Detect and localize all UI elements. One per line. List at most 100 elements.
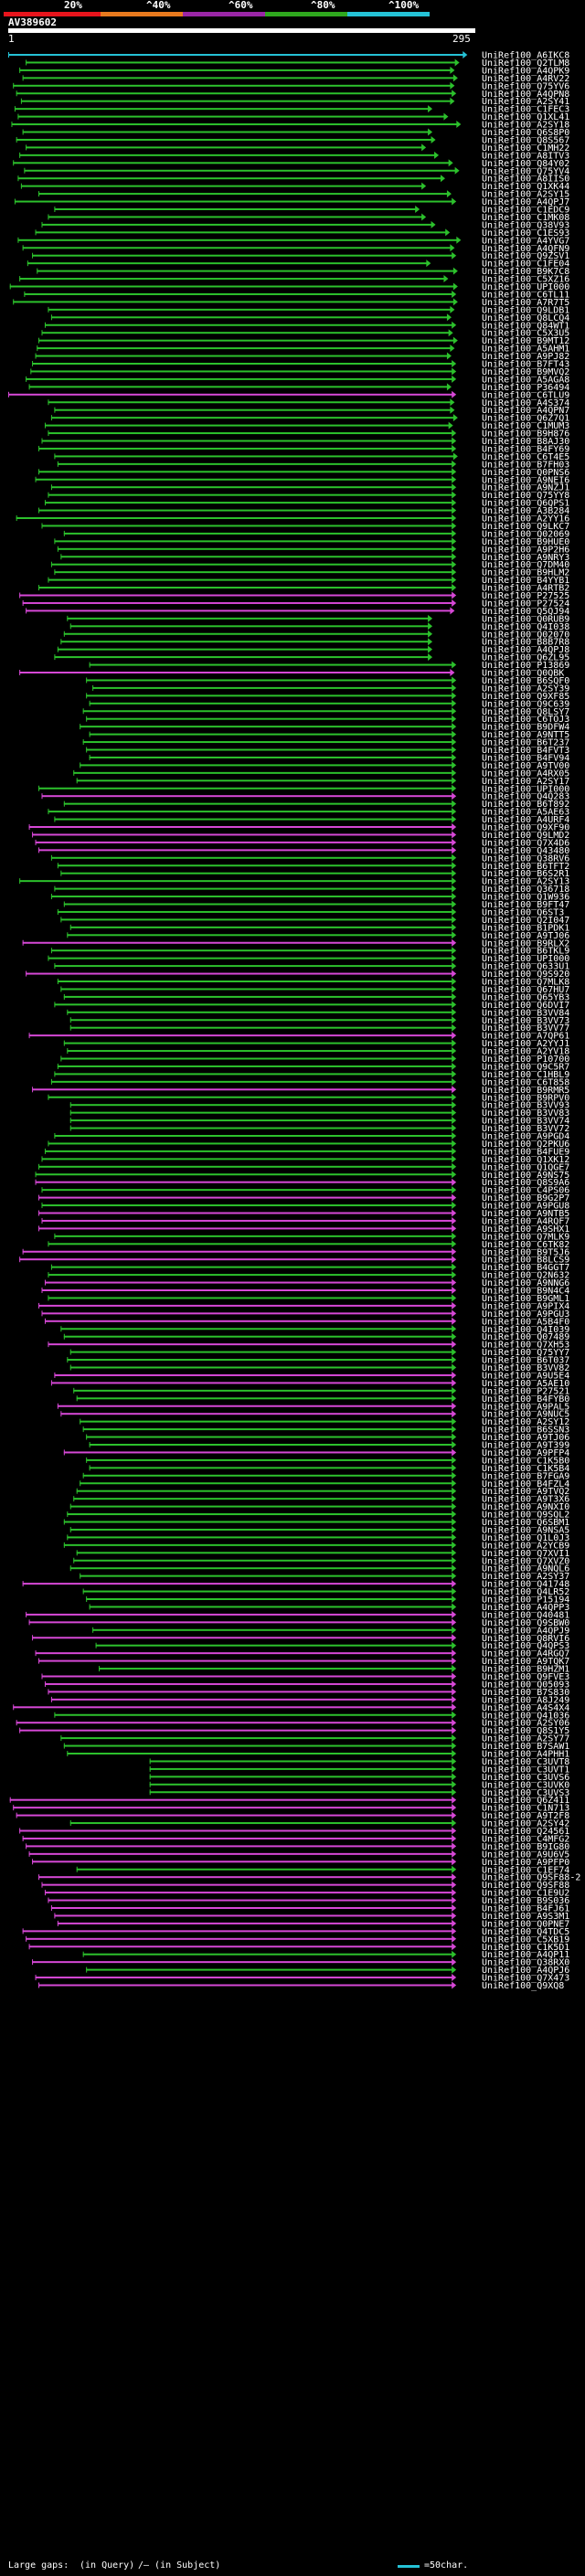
hit-bar[interactable] — [41, 1189, 453, 1192]
hit-label[interactable]: UniRef100_A2SY17 — [482, 777, 569, 787]
hit-label[interactable]: UniRef100_C6TL11 — [482, 290, 569, 300]
hit-bar[interactable] — [11, 123, 458, 126]
hit-label[interactable]: UniRef100_B4YYB1 — [482, 576, 569, 586]
hit-label[interactable]: UniRef100_Q6DVI7 — [482, 1001, 569, 1011]
hit-row[interactable]: UniRef100_A9NTT5 — [89, 730, 570, 740]
hit-bar[interactable] — [38, 447, 453, 450]
hit-label[interactable]: UniRef100_Q7MLK8 — [482, 978, 569, 988]
hit-row[interactable]: UniRef100_C6TL11 — [24, 290, 569, 300]
hit-label[interactable]: UniRef100_Q65YB3 — [482, 992, 569, 1002]
hit-bar[interactable] — [92, 686, 453, 689]
hit-label[interactable]: UniRef100_C3UVT8 — [482, 1757, 569, 1767]
hit-row[interactable]: UniRef100_Q84WT1 — [44, 321, 569, 331]
hit-bar[interactable] — [63, 1042, 453, 1044]
hit-label[interactable]: UniRef100_A4QP11 — [482, 1950, 569, 1960]
hit-row[interactable]: UniRef100_Q1XK44 — [20, 182, 569, 192]
hit-bar[interactable] — [69, 1111, 453, 1114]
hit-label[interactable]: UniRef100_A9TQK7 — [482, 1657, 569, 1667]
hit-row[interactable]: UniRef100_C1EF74 — [76, 1865, 570, 1875]
hit-row[interactable]: UniRef100_Q6Z411 — [9, 1796, 570, 1806]
hit-label[interactable]: UniRef100_C3UVS6 — [482, 1773, 569, 1783]
hit-row[interactable]: UniRef100_A5AE10 — [50, 1379, 569, 1389]
hit-bar[interactable] — [22, 247, 452, 249]
hit-bar[interactable] — [48, 578, 453, 581]
hit-row[interactable]: UniRef100_A9NQL6 — [69, 1564, 570, 1574]
hit-bar[interactable] — [69, 1127, 453, 1129]
hit-bar[interactable] — [26, 61, 456, 64]
hit-row[interactable]: UniRef100_A9NZJ1 — [50, 483, 569, 493]
hit-label[interactable]: UniRef100_Q9LKC7 — [482, 522, 569, 532]
hit-label[interactable]: UniRef100_A2YY16 — [482, 514, 569, 525]
hit-bar[interactable] — [99, 1668, 453, 1670]
hit-row[interactable]: UniRef100_UPI000 — [9, 282, 570, 292]
hit-bar[interactable] — [73, 1498, 453, 1500]
hit-row[interactable]: UniRef100_A2SY17 — [76, 777, 570, 787]
hit-row[interactable]: UniRef100_Q43480 — [38, 846, 569, 856]
hit-label[interactable]: UniRef100_Q9LDB1 — [482, 305, 569, 315]
hit-row[interactable]: UniRef100_B7FT43 — [32, 360, 569, 370]
hit-row[interactable]: UniRef100_A5AE63 — [48, 808, 569, 818]
hit-bar[interactable] — [14, 200, 453, 203]
hit-label[interactable]: UniRef100_Q84WT1 — [482, 321, 569, 331]
hit-label[interactable]: UniRef100_Q41036 — [482, 1711, 569, 1721]
hit-label[interactable]: UniRef100_A9NS75 — [482, 1171, 569, 1181]
hit-row[interactable]: UniRef100_A2SY06 — [16, 1719, 570, 1729]
hit-bar[interactable] — [69, 1822, 453, 1825]
hit-bar[interactable] — [48, 811, 453, 813]
hit-bar[interactable] — [22, 1250, 453, 1253]
hit-row[interactable]: UniRef100_B6TKL9 — [50, 947, 569, 957]
hit-bar[interactable] — [22, 1930, 453, 1933]
hit-label[interactable]: UniRef100_C6T4E5 — [482, 452, 569, 462]
hit-label[interactable]: UniRef100_Q1XL41 — [482, 112, 569, 122]
hit-row[interactable]: UniRef100_C6TK82 — [48, 1240, 569, 1250]
hit-label[interactable]: UniRef100_A9P2H6 — [482, 545, 569, 555]
hit-row[interactable]: UniRef100_B9RPV0 — [48, 1093, 569, 1103]
hit-label[interactable]: UniRef100_A7R7T5 — [482, 298, 569, 308]
hit-row[interactable]: UniRef100_Q40481 — [26, 1610, 569, 1620]
hit-row[interactable]: UniRef100_A6IKC8 — [8, 51, 569, 61]
hit-bar[interactable] — [38, 1196, 453, 1199]
hit-bar[interactable] — [41, 223, 432, 226]
hit-label[interactable]: UniRef100_A4QPJ7 — [482, 197, 569, 207]
hit-label[interactable]: UniRef100_A9NEI6 — [482, 475, 569, 485]
hit-bar[interactable] — [69, 1026, 453, 1029]
hit-label[interactable]: UniRef100_A4URF4 — [482, 815, 569, 825]
hit-bar[interactable] — [22, 77, 454, 80]
hit-label[interactable]: UniRef100_B4FY69 — [482, 444, 569, 454]
hit-row[interactable]: UniRef100_Q9XF85 — [86, 692, 569, 702]
hit-bar[interactable] — [50, 1382, 453, 1384]
hit-label[interactable]: UniRef100_Q07489 — [482, 1332, 569, 1342]
hit-bar[interactable] — [57, 1065, 453, 1067]
hit-row[interactable]: UniRef100_A9NNG6 — [44, 1278, 569, 1288]
hit-row[interactable]: UniRef100_Q7XH53 — [48, 1341, 569, 1351]
hit-bar[interactable] — [13, 1807, 453, 1809]
hit-label[interactable]: UniRef100_B6SSN3 — [482, 1426, 569, 1436]
hit-label[interactable]: UniRef100_A9PFP4 — [482, 1448, 569, 1458]
hit-bar[interactable] — [9, 285, 454, 288]
hit-label[interactable]: UniRef100_P15194 — [482, 1595, 569, 1606]
hit-label[interactable]: UniRef100_B4FV94 — [482, 753, 569, 763]
hit-row[interactable]: UniRef100_Q2PKU6 — [48, 1140, 569, 1150]
hit-bar[interactable] — [9, 1798, 453, 1801]
hit-label[interactable]: UniRef100_Q2N632 — [482, 1271, 569, 1281]
hit-label[interactable]: UniRef100_Q9S920 — [482, 970, 569, 980]
hit-bar[interactable] — [26, 1937, 453, 1940]
hit-label[interactable]: UniRef100_Q67HU7 — [482, 985, 569, 995]
hit-bar[interactable] — [67, 1011, 453, 1013]
hit-bar[interactable] — [50, 1907, 453, 1909]
hit-label[interactable]: UniRef100_A8ITV3 — [482, 151, 569, 161]
hit-row[interactable]: UniRef100_A9PGU8 — [41, 1202, 570, 1212]
hit-label[interactable]: UniRef100_Q1XK44 — [482, 182, 569, 192]
hit-bar[interactable] — [48, 1691, 453, 1693]
hit-bar[interactable] — [63, 532, 453, 535]
hit-bar[interactable] — [54, 408, 452, 411]
hit-bar[interactable] — [30, 370, 453, 373]
hit-row[interactable]: UniRef100_B6T037 — [67, 1356, 569, 1366]
hit-bar[interactable] — [35, 1181, 453, 1183]
hit-row[interactable]: UniRef100_A4S374 — [48, 398, 569, 408]
hit-label[interactable]: UniRef100_P36494 — [482, 383, 569, 393]
hit-label[interactable]: UniRef100_B9GML1 — [482, 1294, 569, 1304]
hit-row[interactable]: UniRef100_Q4I038 — [69, 622, 570, 632]
hit-label[interactable]: UniRef100_A9U5E4 — [482, 1371, 569, 1381]
hit-row[interactable]: UniRef100_A9NXI0 — [69, 1502, 570, 1512]
